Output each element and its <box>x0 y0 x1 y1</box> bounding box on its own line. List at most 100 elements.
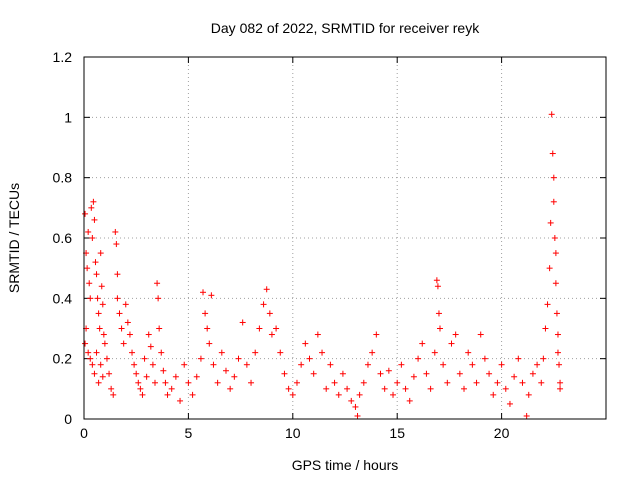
data-point <box>502 385 509 392</box>
data-point <box>87 295 94 302</box>
data-point <box>323 385 330 392</box>
chart-title: Day 082 of 2022, SRMTID for receiver rey… <box>211 20 480 36</box>
data-point <box>149 361 156 368</box>
x-tick-label: 20 <box>494 425 510 441</box>
y-tick-label: 0.2 <box>53 351 73 367</box>
data-point <box>97 361 104 368</box>
data-point <box>277 349 284 356</box>
data-point <box>433 277 440 284</box>
data-point <box>141 355 148 362</box>
data-point <box>108 385 115 392</box>
data-point <box>239 319 246 326</box>
data-point <box>162 379 169 386</box>
data-point <box>448 340 455 347</box>
data-point <box>114 271 121 278</box>
data-point <box>114 295 121 302</box>
data-point <box>511 373 518 380</box>
data-point <box>99 301 106 308</box>
data-point <box>133 370 140 377</box>
data-point <box>289 391 296 398</box>
data-point <box>529 370 536 377</box>
data-point <box>193 373 200 380</box>
data-point <box>177 397 184 404</box>
data-point <box>214 379 221 386</box>
data-point <box>91 216 98 223</box>
data-point <box>143 373 150 380</box>
data-point <box>419 340 426 347</box>
data-point <box>100 331 107 338</box>
data-point <box>339 370 346 377</box>
data-point <box>481 355 488 362</box>
data-point <box>394 379 401 386</box>
data-point <box>552 280 559 287</box>
data-point <box>137 385 144 392</box>
data-point <box>120 340 127 347</box>
data-point <box>390 391 397 398</box>
data-point <box>124 319 131 326</box>
data-point <box>185 379 192 386</box>
data-point <box>252 349 259 356</box>
data-point <box>550 174 557 181</box>
data-point <box>91 370 98 377</box>
data-point <box>469 361 476 368</box>
y-tick-label: 0.4 <box>53 290 73 306</box>
data-point <box>319 349 326 356</box>
data-point <box>515 355 522 362</box>
data-point <box>227 385 234 392</box>
data-points <box>82 111 564 419</box>
data-point <box>155 295 162 302</box>
data-point <box>552 250 559 257</box>
data-point <box>551 235 558 241</box>
data-point <box>243 361 250 368</box>
data-point <box>266 310 273 317</box>
data-point <box>260 301 267 308</box>
data-point <box>344 385 351 392</box>
data-point <box>154 280 161 287</box>
data-point <box>268 331 275 338</box>
data-point <box>147 343 154 350</box>
data-point <box>452 331 459 338</box>
data-point <box>473 379 480 386</box>
data-point <box>101 340 108 347</box>
data-point <box>538 379 545 386</box>
data-point <box>273 325 280 332</box>
data-point <box>437 325 444 332</box>
data-point <box>84 265 91 272</box>
data-point <box>335 391 342 398</box>
data-point <box>89 235 96 241</box>
data-point <box>112 228 119 235</box>
data-point <box>385 367 392 374</box>
data-point <box>498 361 505 368</box>
data-point <box>93 271 100 278</box>
data-point <box>285 385 292 392</box>
data-point <box>434 283 441 290</box>
data-point <box>248 379 255 386</box>
data-point <box>181 361 188 368</box>
data-point <box>86 280 93 287</box>
data-point <box>158 349 165 356</box>
data-point <box>94 295 101 302</box>
data-point <box>302 340 309 347</box>
data-point <box>440 361 447 368</box>
data-point <box>546 265 553 272</box>
data-point <box>85 349 92 356</box>
data-point <box>256 325 263 332</box>
data-point <box>151 379 158 386</box>
data-point <box>490 391 497 398</box>
data-point <box>477 331 484 338</box>
x-tick-label: 0 <box>80 425 88 441</box>
y-tick-label: 1.2 <box>53 49 73 65</box>
data-point <box>557 379 564 386</box>
data-point <box>218 349 225 356</box>
data-point <box>398 361 405 368</box>
data-point <box>354 412 361 419</box>
data-point <box>204 325 211 332</box>
data-point <box>461 385 468 392</box>
grid-lines <box>84 57 606 419</box>
y-axis-label: SRMTID / TECUs <box>6 183 22 293</box>
data-point <box>131 361 138 368</box>
data-point <box>263 286 270 293</box>
data-point <box>95 379 102 386</box>
data-point <box>548 111 555 118</box>
data-point <box>293 379 300 386</box>
